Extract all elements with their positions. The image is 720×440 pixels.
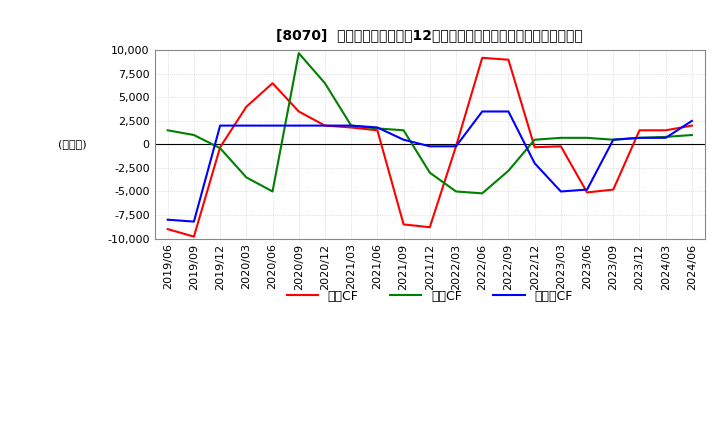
- フリーCF: [688, 118, 696, 124]
- フリーCF: [531, 161, 539, 166]
- 投資CF: [426, 170, 434, 175]
- 投資CF: [189, 132, 198, 138]
- 営業CF: [426, 224, 434, 230]
- 投資CF: [635, 135, 644, 140]
- Legend: 営業CF, 投資CF, フリーCF: 営業CF, 投資CF, フリーCF: [282, 285, 578, 308]
- 投資CF: [688, 132, 696, 138]
- 投資CF: [320, 81, 329, 86]
- フリーCF: [294, 123, 303, 128]
- 営業CF: [635, 128, 644, 133]
- フリーCF: [504, 109, 513, 114]
- 投資CF: [347, 123, 356, 128]
- 投資CF: [557, 135, 565, 140]
- 営業CF: [373, 128, 382, 133]
- フリーCF: [216, 123, 225, 128]
- Line: フリーCF: フリーCF: [168, 111, 692, 222]
- フリーCF: [189, 219, 198, 224]
- 投資CF: [242, 175, 251, 180]
- 営業CF: [582, 190, 591, 195]
- 営業CF: [451, 144, 460, 149]
- フリーCF: [269, 123, 277, 128]
- フリーCF: [609, 137, 618, 143]
- 営業CF: [609, 187, 618, 192]
- 営業CF: [216, 145, 225, 150]
- 投資CF: [400, 128, 408, 133]
- 投資CF: [582, 135, 591, 140]
- 投資CF: [373, 126, 382, 131]
- 投資CF: [216, 146, 225, 151]
- Title: [8070]  キャッシュフローの12か月移動合計の対前年同期増減額の推移: [8070] キャッシュフローの12か月移動合計の対前年同期増減額の推移: [276, 28, 583, 42]
- Line: 投資CF: 投資CF: [168, 53, 692, 193]
- フリーCF: [426, 144, 434, 149]
- 投資CF: [269, 189, 277, 194]
- フリーCF: [582, 187, 591, 192]
- フリーCF: [373, 125, 382, 130]
- 営業CF: [478, 55, 487, 60]
- 営業CF: [347, 125, 356, 130]
- フリーCF: [557, 189, 565, 194]
- 投資CF: [662, 134, 670, 139]
- 営業CF: [242, 104, 251, 110]
- 投資CF: [163, 128, 172, 133]
- 営業CF: [320, 123, 329, 128]
- 営業CF: [189, 234, 198, 239]
- 営業CF: [531, 145, 539, 150]
- 投資CF: [478, 191, 487, 196]
- 投資CF: [531, 137, 539, 143]
- フリーCF: [320, 123, 329, 128]
- フリーCF: [400, 137, 408, 143]
- 営業CF: [400, 222, 408, 227]
- 営業CF: [163, 227, 172, 232]
- 投資CF: [451, 189, 460, 194]
- 営業CF: [688, 123, 696, 128]
- 営業CF: [662, 128, 670, 133]
- フリーCF: [635, 135, 644, 140]
- フリーCF: [242, 123, 251, 128]
- フリーCF: [662, 135, 670, 140]
- フリーCF: [347, 123, 356, 128]
- 投資CF: [504, 168, 513, 173]
- 営業CF: [269, 81, 277, 86]
- Y-axis label: (百万円): (百万円): [58, 139, 87, 150]
- 営業CF: [294, 109, 303, 114]
- 営業CF: [557, 144, 565, 149]
- 投資CF: [294, 51, 303, 56]
- 投資CF: [609, 137, 618, 143]
- 営業CF: [504, 57, 513, 62]
- フリーCF: [478, 109, 487, 114]
- Line: 営業CF: 営業CF: [168, 58, 692, 237]
- フリーCF: [451, 144, 460, 149]
- フリーCF: [163, 217, 172, 222]
